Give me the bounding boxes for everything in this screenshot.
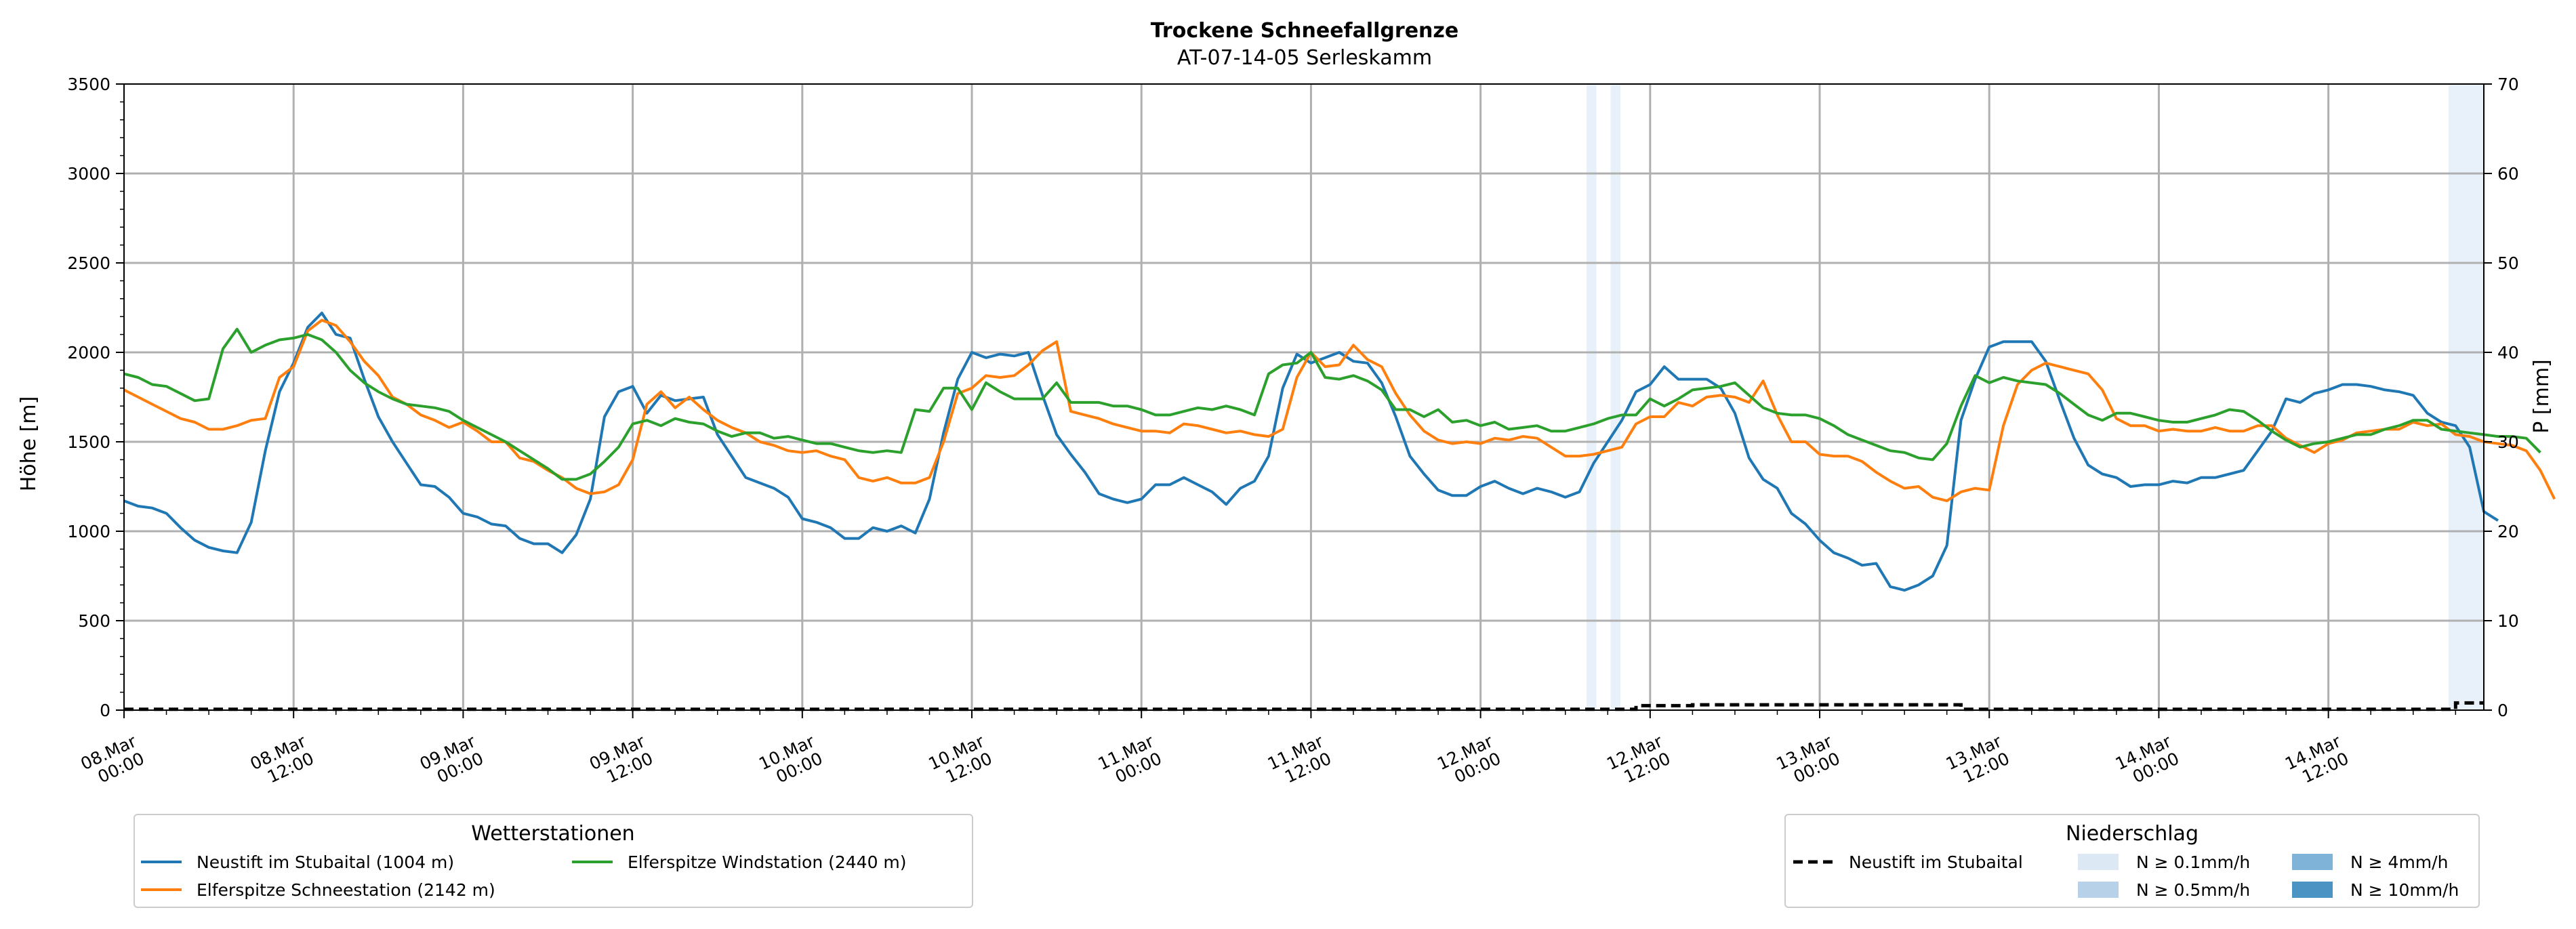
precip-bands <box>1587 84 2484 710</box>
plot-frame <box>123 83 2485 711</box>
ytick-label-1: 500 <box>78 611 110 631</box>
series-line-2 <box>123 327 2541 481</box>
xtick-label-13: 14.Mar12:00 <box>2282 731 2352 791</box>
ytick-label-3: 1500 <box>67 432 110 452</box>
legend-label-schneestation: Elferspitze Schneestation (2142 m) <box>197 880 495 900</box>
y-axis-label: Höhe [m] <box>17 396 41 492</box>
legend-stations-frame <box>134 814 973 908</box>
legend-label-windstation: Elferspitze Windstation (2440 m) <box>628 852 907 872</box>
legend-label-precip: Neustift im Stubaital <box>1849 852 2023 872</box>
ytick-right-label-5: 50 <box>2497 253 2519 273</box>
legend-label-01: N ≥ 0.1mm/h <box>2136 852 2250 872</box>
ytick-right-label-1: 10 <box>2497 611 2519 631</box>
precip-band-1 <box>1610 84 1621 710</box>
ytick-label-4: 2000 <box>67 343 110 363</box>
legend-swatch-10 <box>2292 882 2333 898</box>
precip-band-2 <box>2448 84 2484 710</box>
chart-subtitle: AT-07-14-05 Serleskamm <box>1177 46 1432 70</box>
ytick-right-label-4: 40 <box>2497 343 2519 363</box>
series-lines <box>123 311 2556 711</box>
legend-label-neustift: Neustift im Stubaital (1004 m) <box>197 852 454 872</box>
series-line-1 <box>123 318 2556 503</box>
ytick-right-label-0: 0 <box>2497 701 2508 720</box>
legend-precip: Niederschlag Neustift im Stubaital N ≥ 0… <box>1784 814 2480 908</box>
legend-swatch-4 <box>2292 854 2333 870</box>
legend-swatch-05 <box>2078 882 2119 898</box>
xtick-label-4: 10.Mar00:00 <box>756 731 826 791</box>
ytick-label-2: 1000 <box>67 522 110 541</box>
xtick-label-12: 14.Mar00:00 <box>2112 731 2183 791</box>
legend-label-10: N ≥ 10mm/h <box>2350 880 2459 900</box>
xtick-label-5: 10.Mar12:00 <box>926 731 996 791</box>
xtick-label-2: 09.Mar00:00 <box>417 731 487 791</box>
ytick-label-7: 3500 <box>67 75 110 94</box>
ytick-label-0: 0 <box>100 701 110 720</box>
y-axis-label-right: P [mm] <box>2530 359 2554 433</box>
xtick-label-7: 11.Mar12:00 <box>1265 731 1335 791</box>
ytick-label-6: 3000 <box>67 164 110 184</box>
xtick-label-11: 13.Mar12:00 <box>1943 731 2013 791</box>
legend-label-4: N ≥ 4mm/h <box>2350 852 2448 872</box>
legend-swatch-01 <box>2078 854 2119 870</box>
legend-precip-title: Niederschlag <box>2066 822 2199 846</box>
legend-label-05: N ≥ 0.5mm/h <box>2136 880 2250 900</box>
xtick-label-0: 08.Mar00:00 <box>77 731 148 791</box>
xtick-label-6: 11.Mar00:00 <box>1095 731 1166 791</box>
legend-stations-title: Wetterstationen <box>471 822 634 846</box>
series-line-0 <box>123 311 2499 592</box>
ytick-right-label-7: 70 <box>2497 75 2519 94</box>
legend-stations: Wetterstationen Neustift im Stubaital (1… <box>134 814 973 908</box>
ytick-label-5: 2500 <box>67 253 110 273</box>
xtick-label-10: 13.Mar00:00 <box>1774 731 1844 791</box>
xtick-label-1: 08.Mar12:00 <box>247 731 318 791</box>
xtick-label-8: 12.Mar00:00 <box>1434 731 1505 791</box>
xtick-label-9: 12.Mar12:00 <box>1603 731 1674 791</box>
chart-title: Trockene Schneefallgrenze <box>1151 19 1458 43</box>
grid-lines <box>124 84 2484 710</box>
axis-ticks: 0 500 1000 1500 2000 2500 3000 3500 0 10 20 30 40 50 6… <box>67 75 2519 791</box>
precip-band-0 <box>1587 84 1597 710</box>
ytick-right-label-6: 60 <box>2497 164 2519 184</box>
plot-area: 0 500 1000 1500 2000 2500 3000 3500 0 10 20 30 40 50 6… <box>67 75 2556 791</box>
ytick-right-label-3: 30 <box>2497 432 2519 452</box>
xtick-label-3: 09.Mar12:00 <box>586 731 657 791</box>
ytick-right-label-2: 20 <box>2497 522 2519 541</box>
precip-line <box>124 701 2484 711</box>
